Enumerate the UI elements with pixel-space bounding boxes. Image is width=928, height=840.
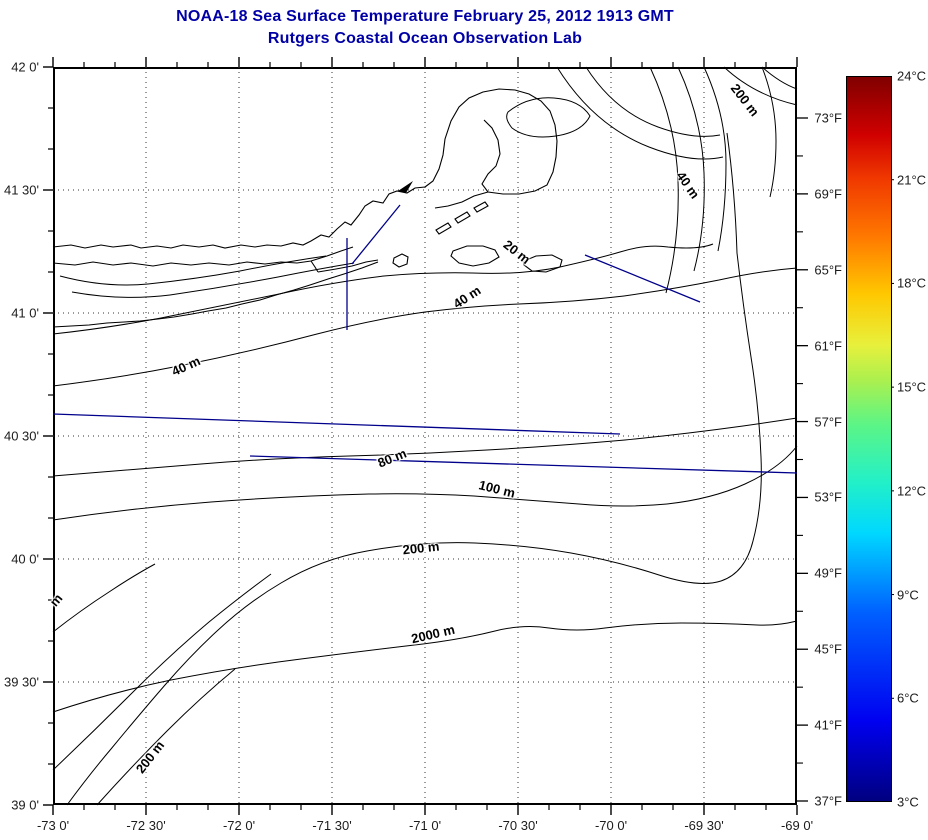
- x-axis-tick-label: -69 30': [684, 818, 724, 833]
- x-axis-tick-label: -71 30': [312, 818, 352, 833]
- y-axis-tick-label: 42 0': [11, 59, 39, 75]
- x-axis-tick-label: -72 0': [222, 818, 256, 833]
- x-axis-tick-label: -69 0': [780, 818, 814, 833]
- y-axis-tick-label: 41 30': [3, 182, 39, 198]
- y-axis-tick-label: 40 30': [3, 428, 39, 444]
- colorbar-celsius-label: 6°C: [897, 690, 919, 706]
- colorbar: [846, 76, 892, 802]
- colorbar-celsius-label: 18°C: [897, 275, 927, 291]
- colorbar-fahrenheit-label: 73°F: [814, 110, 842, 126]
- page-subtitle: Rutgers Coastal Ocean Observation Lab: [267, 30, 583, 47]
- colorbar-fahrenheit-label: 69°F: [814, 186, 842, 202]
- colorbar-fahrenheit-label: 37°F: [814, 793, 842, 809]
- colorbar-fahrenheit-label: 53°F: [814, 489, 842, 505]
- colorbar-fahrenheit-label: 61°F: [814, 338, 842, 354]
- colorbar-fahrenheit-label: 45°F: [814, 641, 842, 657]
- colorbar-celsius-label: 21°C: [897, 172, 927, 188]
- colorbar-fahrenheit-label: 41°F: [814, 717, 842, 733]
- colorbar-celsius-label: 15°C: [897, 379, 927, 395]
- colorbar-celsius-label: 12°C: [897, 483, 927, 499]
- colorbar-fahrenheit-label: 65°F: [814, 262, 842, 278]
- y-axis-tick-label: 41 0': [11, 305, 39, 321]
- colorbar-celsius-label: 24°C: [897, 68, 927, 84]
- x-axis-tick-label: -70 0': [594, 818, 628, 833]
- x-axis-tick-label: -72 30': [126, 818, 166, 833]
- y-axis-tick-label: 39 30': [3, 674, 39, 690]
- x-axis-tick-label: -73 0': [36, 818, 70, 833]
- y-axis-tick-label: 39 0': [11, 797, 39, 813]
- x-axis-tick-label: -71 0': [408, 818, 442, 833]
- page-title: NOAA-18 Sea Surface Temperature February…: [176, 8, 674, 25]
- colorbar-celsius-label: 3°C: [897, 794, 919, 810]
- colorbar-fahrenheit-label: 57°F: [814, 414, 842, 430]
- x-axis-tick-label: -70 30': [498, 818, 538, 833]
- y-axis-tick-label: 40 0': [11, 551, 39, 567]
- colorbar-fahrenheit-label: 49°F: [814, 565, 842, 581]
- colorbar-celsius-label: 9°C: [897, 587, 919, 603]
